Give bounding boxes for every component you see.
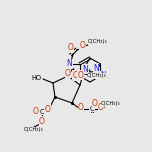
Text: HO: HO [31, 75, 41, 81]
Text: O: O [45, 105, 51, 114]
Text: O: O [78, 71, 84, 79]
Text: O: O [80, 40, 86, 50]
Text: C(CH₃)₃: C(CH₃)₃ [88, 40, 107, 45]
Text: O: O [65, 69, 71, 78]
Text: N: N [93, 64, 99, 73]
Text: C: C [40, 109, 44, 115]
Text: C: C [90, 106, 94, 112]
Text: O: O [39, 116, 45, 126]
Text: N: N [83, 65, 88, 74]
Text: C(CH₃)₃: C(CH₃)₃ [87, 74, 106, 78]
Text: O: O [33, 107, 39, 116]
Text: O: O [73, 71, 79, 79]
Text: C(CH₃)₃: C(CH₃)₃ [24, 128, 44, 133]
Text: O: O [68, 43, 74, 52]
Text: O: O [98, 102, 104, 112]
Text: N: N [67, 59, 73, 69]
Text: N: N [74, 71, 79, 81]
Text: O: O [92, 100, 98, 109]
Text: N: N [100, 71, 106, 81]
Text: C(CH₃)₃: C(CH₃)₃ [101, 102, 121, 107]
Text: O: O [78, 102, 84, 112]
